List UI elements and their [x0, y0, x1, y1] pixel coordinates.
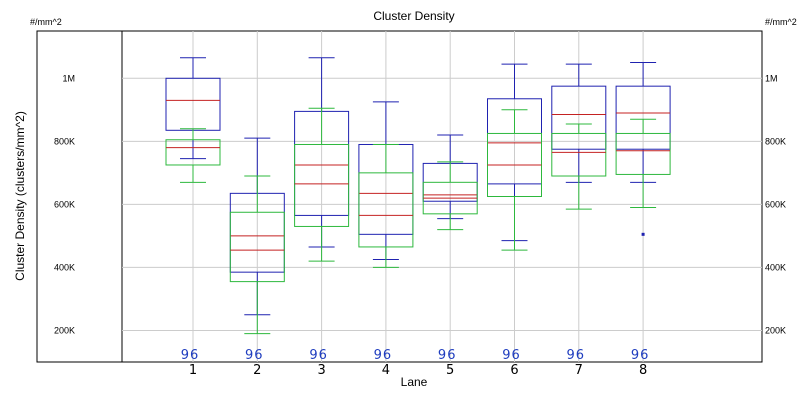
- x-tick-8: 8: [639, 363, 647, 378]
- y-axis-label: Cluster Density (clusters/mm^2): [13, 111, 27, 281]
- x-tick-4: 4: [382, 363, 390, 378]
- x-axis-label: Lane: [401, 375, 428, 389]
- gridlines: [122, 31, 762, 362]
- y-tick-right-800K: 800K: [765, 136, 786, 146]
- tile-count-2: 96: [245, 348, 264, 363]
- x-tick-3: 3: [317, 363, 325, 378]
- box-7: [551, 132, 607, 177]
- box-8: [615, 85, 671, 150]
- y-tick-left-600K: 600K: [54, 199, 75, 209]
- box-series-1: [165, 57, 671, 316]
- right-unit-label: #/mm^2: [765, 17, 797, 27]
- box-3: [294, 143, 350, 227]
- outlier-8-1: [641, 232, 645, 236]
- y-tick-right-1M: 1M: [765, 73, 778, 83]
- y-tick-left-1M: 1M: [62, 73, 75, 83]
- y-ticks-right: 200K 400K 600K 800K 1M: [765, 73, 786, 335]
- y-tick-left-400K: 400K: [54, 262, 75, 272]
- tile-count-8: 96: [631, 348, 650, 363]
- tile-counts: 96 96 96 96 96 96 96 96: [181, 348, 650, 363]
- y-tick-left-200K: 200K: [54, 325, 75, 335]
- chart-title: Cluster Density: [373, 9, 454, 23]
- tile-count-5: 96: [438, 348, 457, 363]
- box-7: [551, 85, 607, 150]
- box-1: [165, 139, 221, 166]
- box-plots: [165, 57, 671, 335]
- plot-area: [36, 30, 763, 363]
- tile-count-4: 96: [374, 348, 393, 363]
- tile-count-3: 96: [309, 348, 328, 363]
- box-2: [229, 211, 285, 283]
- y-ticks-left: 200K 400K 600K 800K 1M: [54, 73, 75, 335]
- y-tick-right-200K: 200K: [765, 325, 786, 335]
- x-tick-2: 2: [253, 363, 261, 378]
- box-4: [358, 172, 414, 248]
- box-8: [615, 132, 671, 175]
- y-tick-right-400K: 400K: [765, 262, 786, 272]
- tile-count-1: 96: [181, 348, 200, 363]
- tile-count-6: 96: [502, 348, 521, 363]
- x-tick-5: 5: [446, 363, 454, 378]
- tile-count-7: 96: [567, 348, 586, 363]
- box-series-2: [165, 107, 671, 335]
- x-tick-6: 6: [510, 363, 518, 378]
- x-ticks: 1 2 3 4 5 6 7 8: [189, 363, 647, 378]
- left-unit-label: #/mm^2: [30, 17, 62, 27]
- y-tick-right-600K: 600K: [765, 199, 786, 209]
- y-tick-left-800K: 800K: [54, 136, 75, 146]
- x-tick-7: 7: [575, 363, 583, 378]
- x-tick-1: 1: [189, 363, 197, 378]
